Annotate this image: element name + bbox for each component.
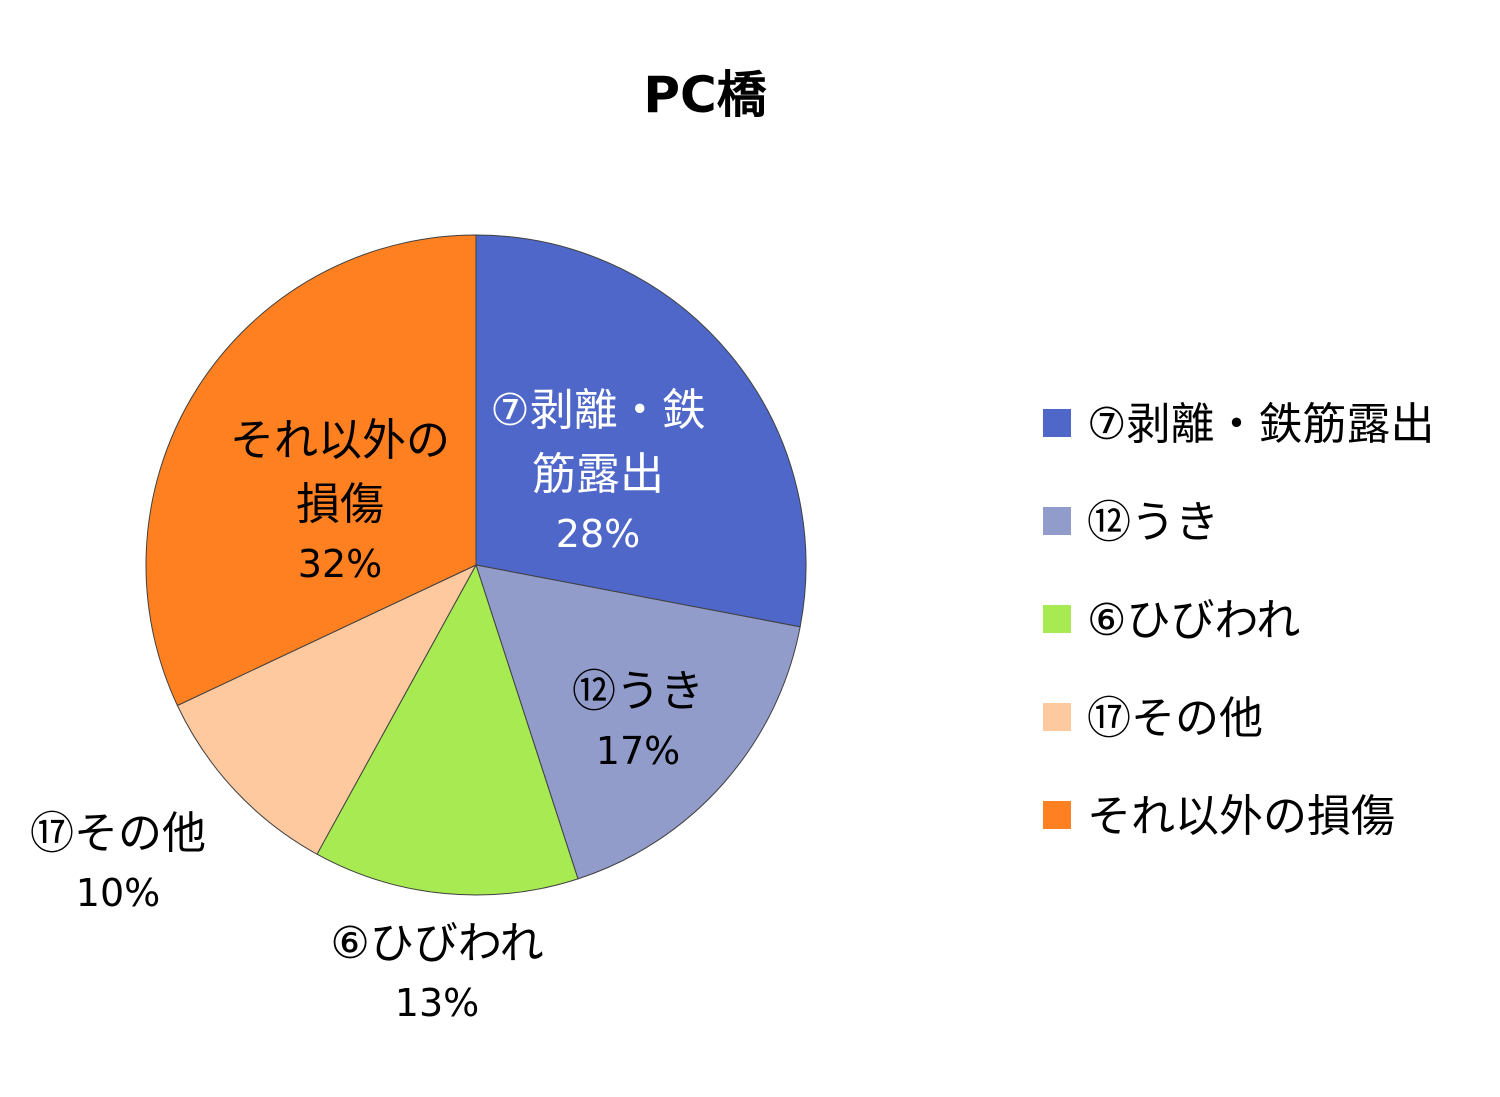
legend-swatch-4 <box>1043 801 1071 829</box>
slice-percent-label-4: 32% <box>298 542 382 586</box>
slice-label-0-line-1: 筋露出 <box>532 449 664 500</box>
pie-slice-2 <box>316 563 579 896</box>
slice-label-4-line-1: 損傷 <box>296 479 384 530</box>
legend-swatch-2 <box>1043 605 1071 633</box>
slice-percent-label-1: 17% <box>596 729 680 773</box>
legend-label-4: それ以外の損傷 <box>1087 791 1395 842</box>
legend-swatch-3 <box>1043 703 1071 731</box>
pie-slice-4 <box>145 234 477 707</box>
slice-percent-label-2: 13% <box>395 981 479 1025</box>
slice-label-4-line-0: それ以外の <box>230 415 450 466</box>
pie-slice-0 <box>475 234 807 628</box>
slice-labels: ⑦剥離・鉄筋露出 28% ⑫うき 17% ⑥ひびわれ 13% ⑰その他 10% それ以外の損傷 3… <box>30 385 706 1025</box>
legend-label-2: ⑥ひびわれ <box>1087 595 1300 646</box>
slice-label-0-line-0: ⑦剥離・鉄 <box>490 385 705 436</box>
legend-label-1: ⑫うき <box>1087 497 1219 548</box>
pie-slices <box>145 234 807 896</box>
slice-label-3-line-0: ⑰その他 <box>30 808 206 859</box>
slice-percent-label-0: 28% <box>556 512 640 556</box>
slice-label-2-line-0: ⑥ひびわれ <box>330 918 543 969</box>
legend-swatch-1 <box>1043 507 1071 535</box>
legend-label-0: ⑦剥離・鉄筋露出 <box>1087 399 1434 450</box>
slice-label-1-line-0: ⑫うき <box>572 666 704 717</box>
legend-swatch-0 <box>1043 409 1071 437</box>
chart-title: PC橋 <box>643 66 766 124</box>
pie-slice-1 <box>475 564 801 880</box>
legend-label-3: ⑰その他 <box>1087 693 1263 744</box>
pie-slice-3 <box>176 563 478 855</box>
slice-percent-label-3: 10% <box>76 871 160 915</box>
